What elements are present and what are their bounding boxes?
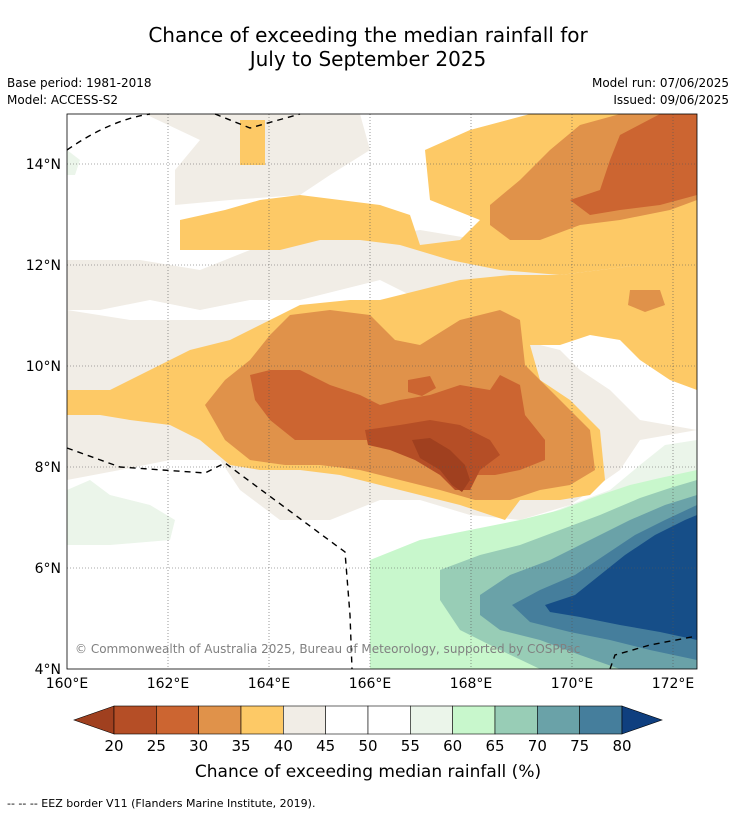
colorbar-swatch [156,705,199,735]
colorbar-tick-label: 40 [274,737,293,755]
colorbar-tick-label: 55 [401,737,420,755]
colorbar-tick-label: 70 [528,737,547,755]
y-tick-label: 8°N [35,460,61,476]
x-axis-ticks: 160°E 162°E 164°E 166°E 168°E 170°E 172°… [46,676,695,692]
colorbar-extension-low [73,705,115,735]
x-tick-label: 170°E [551,676,594,692]
y-tick-label: 4°N [35,662,61,678]
colorbar-swatch [579,705,623,735]
region-30-35-north [570,114,697,215]
region-above-80 [545,515,697,640]
colorbar-tick-label: 30 [189,737,208,755]
model-text: Model: ACCESS-S2 [7,93,119,107]
y-tick-label: 6°N [35,561,61,577]
y-tick-label: 14°N [26,157,61,173]
issued-text: Issued: 09/06/2025 [613,93,729,107]
y-axis-ticks: 14°N 12°N 10°N 8°N 6°N 4°N [26,157,61,678]
colorbar-swatch [240,705,284,735]
rainfall-field [67,114,697,669]
region-35-40-patch [628,290,665,312]
y-tick-label: 12°N [26,258,61,274]
region-55-60-north [67,150,80,175]
x-tick-label: 162°E [147,676,190,692]
x-tick-label: 160°E [46,676,89,692]
x-tick-label: 164°E [248,676,291,692]
region-30-35-patch [408,376,436,396]
colorbar-swatch [452,705,496,735]
gridlines [67,114,697,669]
colorbar-swatch [113,705,157,735]
x-tick-label: 172°E [652,676,695,692]
x-tick-label: 168°E [450,676,493,692]
base-period-text: Base period: 1981-2018 [7,76,152,90]
colorbar-tick-label: 75 [570,737,589,755]
colorbar-swatch [537,705,580,735]
colorbar-swatch [494,705,538,735]
colorbar-extension-high [621,705,663,735]
eez-legend-text: -- -- -- EEZ border V11 (Flanders Marine… [7,797,316,810]
colorbar-tick-label: 45 [316,737,335,755]
region-55-60-west [67,480,175,545]
colorbar-tick-label: 80 [612,737,631,755]
colorbar-tick-label: 35 [231,737,250,755]
region-40-45-top-left [240,120,265,165]
colorbar-swatch [367,705,411,735]
colorbar: 20 25 30 35 40 45 50 55 60 65 70 75 80 [73,705,663,755]
colorbar-swatch [198,705,242,735]
colorbar-tick-label: 20 [104,737,123,755]
plot-frame [66,113,698,670]
colorbar-tick-label: 25 [147,737,166,755]
map-title-line-2: July to September 2025 [249,47,487,71]
colorbar-swatch [325,705,369,735]
colorbar-label: Chance of exceeding median rainfall (%) [194,762,542,782]
copyright-text: © Commonwealth of Australia 2025, Bureau… [75,642,580,656]
map-title-line-1: Chance of exceeding the median rainfall … [148,23,588,47]
model-run-text: Model run: 07/06/2025 [591,76,729,90]
colorbar-tick-label: 65 [485,737,504,755]
colorbar-tick-label: 50 [358,737,377,755]
colorbar-tick-label: 60 [443,737,462,755]
x-tick-label: 166°E [349,676,392,692]
colorbar-swatch [283,705,326,735]
y-tick-label: 10°N [26,359,61,375]
region-20-25 [412,438,470,492]
eez-border-lines [66,113,698,670]
colorbar-swatch [410,705,453,735]
